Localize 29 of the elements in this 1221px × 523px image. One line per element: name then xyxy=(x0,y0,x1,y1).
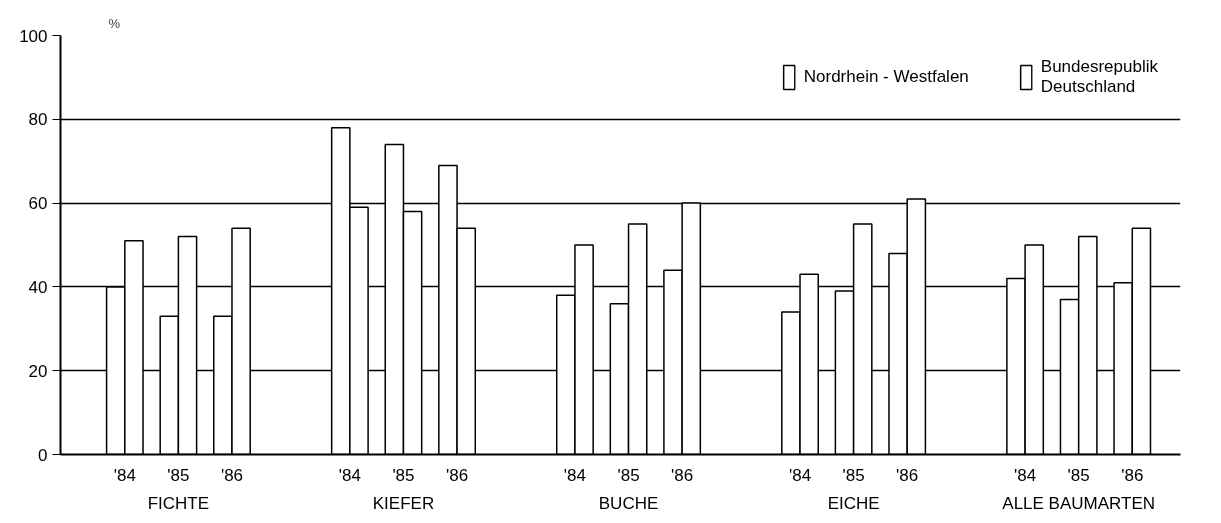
x-tick-label: '84 xyxy=(338,465,361,485)
y-tick-label: 80 xyxy=(28,110,48,130)
text: KIEFER xyxy=(372,493,435,513)
x-tick-label: '85 xyxy=(1067,465,1090,485)
y-tick-label: 20 xyxy=(28,361,48,381)
x-tick-label: '86 xyxy=(220,465,244,485)
x-tick-label: '84 xyxy=(563,465,587,485)
x-tick-label: '85 xyxy=(167,465,190,485)
y-axis-title: % xyxy=(108,15,121,31)
x-tick-label: '85 xyxy=(392,465,415,485)
x-tick-label: '86 xyxy=(896,465,919,485)
y-tick-label: 40 xyxy=(28,277,48,297)
x-tick-label: '86 xyxy=(445,465,469,485)
x-tick-label: '84 xyxy=(1014,465,1037,485)
legend-label: Nordrhein - Westfalen xyxy=(803,67,969,87)
x-tick-label: '84 xyxy=(788,465,812,485)
y-tick-label: 100 xyxy=(19,26,48,46)
y-tick-label: 60 xyxy=(28,194,48,214)
x-tick-label: '84 xyxy=(113,465,136,485)
y-tick-label: 0 xyxy=(38,445,48,465)
text: EICHE xyxy=(827,493,880,513)
x-tick-label: '85 xyxy=(842,465,865,485)
x-tick-label: '86 xyxy=(1121,465,1144,485)
x-tick-label: '85 xyxy=(617,465,640,485)
legend-label: Bundesrepublik Deutschland xyxy=(1040,57,1158,97)
x-tick-label: '86 xyxy=(671,465,694,485)
text: ALLE BAUMARTEN xyxy=(1002,493,1156,513)
text: FICHTE xyxy=(147,493,210,513)
text: BUCHE xyxy=(598,493,659,513)
